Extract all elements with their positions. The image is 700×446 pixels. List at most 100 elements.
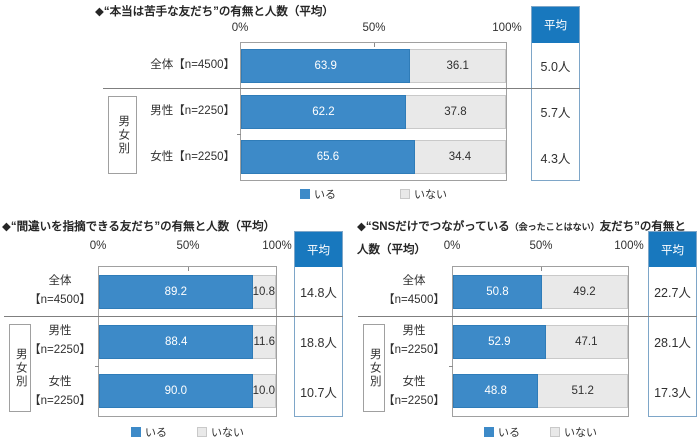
category-label-male: 男性【n=2250】 bbox=[380, 316, 448, 366]
bar-value-label: 52.9 bbox=[488, 335, 511, 348]
axis-row-tick bbox=[95, 366, 99, 367]
legend: いる いない bbox=[98, 424, 277, 440]
legend: いる いない bbox=[240, 186, 507, 202]
bar-row-male: 88.4 11.6 bbox=[99, 317, 276, 367]
x-axis-tick-label-50: 50% bbox=[529, 240, 553, 252]
group-divider-line bbox=[358, 316, 697, 317]
x-axis-tick-label-100: 100% bbox=[262, 240, 292, 252]
bar-segment-inai: 11.6 bbox=[253, 324, 276, 359]
chart-title: ◆“SNSだけでつながっている（会ったことはない）友だち”の有無と 人数（平均） bbox=[357, 220, 700, 256]
chart-title: ◆“間違いを指摘できる友だち”の有無と人数（平均） bbox=[2, 220, 342, 235]
average-header: 平均 bbox=[295, 232, 342, 267]
category-label-female: 女性【n=2250】 bbox=[26, 367, 94, 417]
bar-segment-iru: 52.9 bbox=[453, 324, 546, 359]
bar-segment-iru: 89.2 bbox=[99, 274, 253, 309]
bar-value-label: 62.2 bbox=[312, 105, 335, 118]
gender-group-label: 男女別 bbox=[368, 347, 381, 389]
stacked-bar: 89.2 10.8 bbox=[99, 274, 276, 309]
x-axis-tick-label-50: 50% bbox=[362, 22, 386, 34]
category-labels: 全体【n=4500】 男性【n=2250】 女性【n=2250】 bbox=[380, 266, 448, 417]
average-column: 平均 14.8人 18.8人 10.7人 bbox=[294, 231, 343, 417]
legend-swatch-iru bbox=[300, 189, 310, 199]
bar-value-label: 34.4 bbox=[448, 151, 472, 164]
chart-title-text: ◆“本当は苦手な友だち”の有無と人数（平均） bbox=[95, 6, 334, 18]
category-label-female: 女性【n=2250】 bbox=[115, 135, 235, 181]
category-label-line: 【n=2250】 bbox=[29, 344, 91, 357]
stacked-bar: 88.4 11.6 bbox=[99, 324, 276, 359]
bar-value-label: 36.1 bbox=[446, 59, 469, 72]
stacked-bar: 90.0 10.0 bbox=[99, 374, 276, 409]
bar-row-total: 63.9 36.1 bbox=[241, 43, 506, 89]
bar-value-label: 10.0 bbox=[252, 385, 275, 398]
bar-segment-iru: 88.4 bbox=[99, 324, 254, 359]
chart-title-text: ◆“SNSだけでつながっている bbox=[357, 221, 510, 233]
stacked-bar: 62.2 37.8 bbox=[241, 94, 506, 129]
category-label-line: 【n=4500】 bbox=[383, 294, 445, 307]
stacked-bar: 50.8 49.2 bbox=[453, 274, 628, 309]
bar-row-male: 52.9 47.1 bbox=[453, 317, 628, 367]
category-label-line: 【n=2250】 bbox=[383, 344, 445, 357]
x-axis-tick-label-50: 50% bbox=[176, 240, 200, 252]
category-labels: 全体【n=4500】 男性【n=2250】 女性【n=2250】 bbox=[26, 266, 94, 417]
bar-segment-inai: 10.8 bbox=[252, 274, 276, 309]
bar-segment-inai: 37.8 bbox=[405, 94, 506, 129]
stacked-bar: 52.9 47.1 bbox=[453, 324, 628, 359]
bar-value-label: 11.6 bbox=[253, 335, 275, 348]
category-label-line: 【n=4500】 bbox=[29, 294, 91, 307]
gender-group-label: 男女別 bbox=[14, 347, 27, 389]
bar-row-male: 62.2 37.8 bbox=[241, 89, 506, 135]
legend-item-inai: いない bbox=[550, 424, 597, 440]
bar-segment-iru: 62.2 bbox=[241, 94, 406, 129]
x-axis-tick-label-0: 0% bbox=[89, 240, 107, 252]
bar-segment-inai: 34.4 bbox=[414, 140, 506, 175]
bar-value-label: 63.9 bbox=[314, 59, 337, 72]
category-label-line: 【n=2250】 bbox=[29, 394, 91, 407]
average-value-male: 18.8人 bbox=[300, 336, 337, 350]
legend-label: いる bbox=[498, 427, 520, 439]
bar-value-label: 88.4 bbox=[165, 335, 188, 348]
group-divider-line bbox=[103, 88, 580, 89]
average-value-male: 5.7人 bbox=[540, 106, 571, 120]
bar-segment-inai: 51.2 bbox=[538, 374, 628, 409]
average-value-total: 22.7人 bbox=[654, 286, 691, 301]
average-value-female: 17.3人 bbox=[654, 385, 691, 400]
legend-swatch-inai bbox=[550, 427, 560, 437]
category-label-female: 女性【n=2250】 bbox=[380, 367, 448, 417]
plot-area: 63.9 36.1 62.2 37.8 65.6 34.4 bbox=[237, 42, 507, 181]
axis-tick-50pct bbox=[540, 267, 542, 271]
category-label-line: 男性 bbox=[402, 325, 426, 338]
axis-tick-50pct bbox=[187, 267, 189, 271]
category-label-male: 男性【n=2250】 bbox=[26, 316, 94, 366]
axis-tick-50pct bbox=[373, 43, 375, 47]
bar-value-label: 37.8 bbox=[444, 105, 467, 118]
category-label-line: 女性 bbox=[402, 375, 426, 388]
axis-row-tick bbox=[449, 366, 453, 367]
legend-swatch-inai bbox=[400, 189, 410, 199]
bar-value-label: 49.2 bbox=[573, 285, 596, 298]
average-column: 平均 22.7人 28.1人 17.3人 bbox=[648, 231, 697, 417]
bar-segment-iru: 63.9 bbox=[241, 48, 411, 83]
legend-label: いない bbox=[564, 427, 597, 439]
bar-segment-inai: 47.1 bbox=[545, 324, 628, 359]
axis-row-tick bbox=[237, 134, 241, 135]
category-labels: 全体【n=4500】 男性【n=2250】 女性【n=2250】 bbox=[115, 42, 235, 181]
average-header: 平均 bbox=[532, 7, 579, 43]
gender-group-box: 男女別 bbox=[363, 324, 385, 412]
average-value-female: 4.3人 bbox=[540, 151, 571, 166]
plot-area: 89.2 10.8 88.4 11.6 90.0 10.0 bbox=[95, 266, 277, 417]
category-label-line: 全体【n=4500】 bbox=[150, 58, 235, 71]
x-axis-tick-label-0: 0% bbox=[231, 22, 249, 34]
bar-row-female: 90.0 10.0 bbox=[99, 366, 276, 416]
category-label-line: 女性【n=2250】 bbox=[150, 151, 235, 164]
bar-row-total: 50.8 49.2 bbox=[453, 267, 628, 317]
category-label-line: 男性 bbox=[48, 325, 72, 338]
gender-group-box: 男女別 bbox=[108, 96, 137, 174]
legend-label: いる bbox=[314, 189, 336, 201]
x-axis-tick-label-100: 100% bbox=[492, 22, 522, 34]
average-value-total: 5.0人 bbox=[540, 60, 571, 75]
legend-item-inai: いない bbox=[197, 424, 244, 440]
bar-value-label: 51.2 bbox=[571, 385, 594, 398]
